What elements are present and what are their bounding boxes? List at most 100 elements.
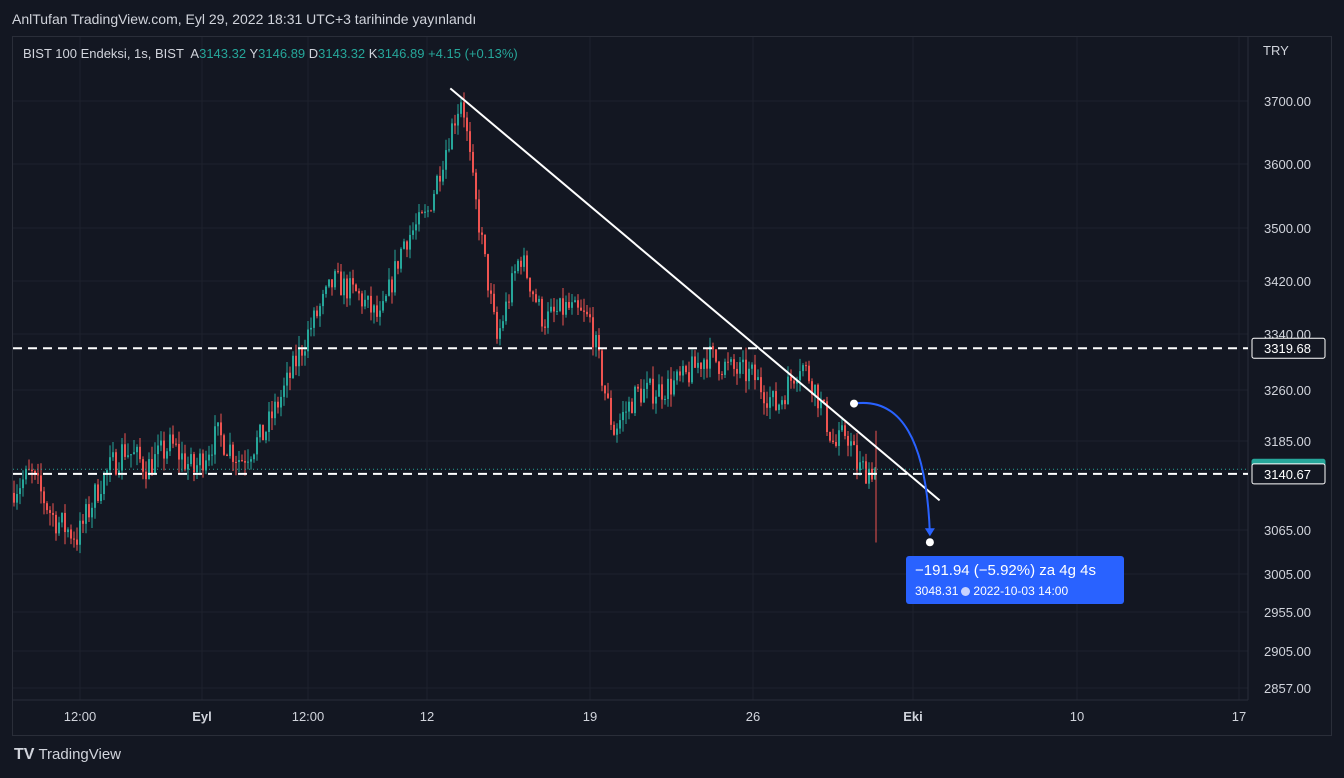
candle-body [535,294,537,302]
candle-body [685,366,687,373]
candle-body [253,454,255,460]
candle-body [622,412,624,421]
candle-body [499,328,501,339]
candle-body [397,261,399,269]
candle-body [244,461,246,463]
candle-body [193,454,195,473]
candle-body [484,234,486,255]
candle-body [481,232,483,235]
candle-body [628,401,630,412]
candle-body [715,349,717,362]
candle-body [136,446,138,453]
candle-body [556,310,558,312]
candle-body [280,396,282,408]
candle-body [859,462,861,471]
candle-body [124,444,126,457]
candle-body [547,311,549,328]
candle-body [490,290,492,294]
candle-body [574,300,576,303]
price-tick-label: 2905.00 [1264,644,1311,659]
candle-body [352,278,354,285]
chart-area[interactable] [12,36,1332,736]
candle-body [826,401,828,433]
price-tick-label: 2955.00 [1264,605,1311,620]
candle-body [667,378,669,400]
candle-body [637,386,639,389]
candle-body [268,411,270,432]
candle-body [625,411,627,413]
candle-body [781,400,783,405]
candle-body [502,321,504,329]
candle-body [196,465,198,473]
candle-body [538,298,540,302]
candle-body [619,420,621,429]
candle-body [301,347,303,356]
candle-body [700,362,702,369]
candle-body [457,113,459,126]
candle-body [724,361,726,375]
candle-body [670,378,672,395]
time-tick-label: 12 [420,709,434,724]
candle-body [22,479,24,489]
candle-body [160,440,162,446]
candle-body [586,311,588,315]
candle-body [592,317,594,348]
candle-body [73,538,75,540]
candle-body [448,149,450,151]
candle-body [664,399,666,401]
candle-body [862,461,864,463]
candle-body [583,310,585,312]
projection-arrow [853,401,931,535]
price-tick-label: 3600.00 [1264,157,1311,172]
candle-body [232,444,234,462]
candle-body [775,391,777,411]
candle-body [517,260,519,272]
candle-body [772,391,774,398]
candle-body [376,305,378,317]
candle-body [391,279,393,293]
candle-body [226,454,228,457]
legend-close-value: 3146.89 [377,46,425,61]
time-tick-label: Eyl [192,709,212,724]
tradingview-logo-icon: TV [14,746,35,763]
price-tick-label: 3185.00 [1264,434,1311,449]
candle-body [760,377,762,393]
candle-body [829,432,831,441]
candle-body [151,459,153,475]
candle-body [157,445,159,455]
candle-body [34,471,36,474]
candle-body [673,380,675,395]
callout-datetime: 2022-10-03 14:00 [973,584,1069,598]
candle-body [16,494,18,503]
candle-body [508,301,510,303]
candle-body [820,399,822,409]
candle-body [703,359,705,369]
candle-body [43,491,45,504]
brand-text: TradingView [38,746,121,763]
candle-body [424,211,426,213]
candle-body [613,424,615,435]
legend-low-label: D [308,46,319,61]
candle-body [388,279,390,296]
candle-body [460,102,462,114]
candle-body [433,193,435,211]
candle-body [133,452,135,455]
candle-body [349,278,351,299]
price-tick-label: 3700.00 [1264,94,1311,109]
projection-arrowhead [924,528,935,537]
candle-body [61,512,63,523]
candle-body [487,254,489,291]
candle-body [805,365,807,367]
candle-body [187,464,189,470]
candle-body [31,469,33,472]
candle-body [652,378,654,404]
candle-body [562,298,564,315]
candle-body [520,260,522,267]
candle-body [661,384,663,400]
candle-body [250,459,252,462]
candle-body [523,255,525,267]
candle-body [331,279,333,288]
candle-body [112,452,114,458]
tradingview-brand: TV TradingView [14,746,121,764]
